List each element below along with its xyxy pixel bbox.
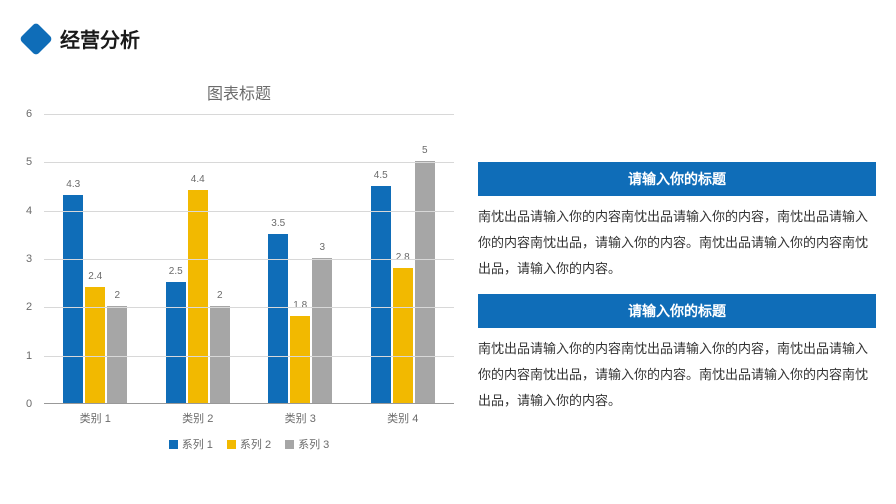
content-block-title: 请输入你的标题 [478, 294, 876, 328]
y-tick-label: 5 [26, 156, 32, 168]
chart-container: 图表标题 4.32.422.54.423.51.834.52.85 012345… [24, 80, 454, 480]
legend-swatch [285, 440, 294, 449]
bar: 2.8 [393, 268, 413, 403]
x-tick-label: 类别 4 [368, 410, 438, 426]
gridline [44, 211, 454, 212]
legend-item: 系列 2 [227, 436, 271, 452]
legend-swatch [227, 440, 236, 449]
bar-value-label: 3 [319, 242, 325, 253]
legend-label: 系列 2 [240, 436, 271, 452]
bar-value-label: 3.5 [271, 218, 285, 229]
y-tick-label: 4 [26, 205, 32, 217]
content-area: 请输入你的标题南忱出品请输入你的内容南忱出品请输入你的内容，南忱出品请输入你的内… [478, 162, 876, 426]
bar-value-label: 2.4 [88, 271, 102, 282]
bar-value-label: 2 [114, 290, 120, 301]
y-tick-label: 2 [26, 301, 32, 313]
gridline [44, 259, 454, 260]
content-block: 请输入你的标题南忱出品请输入你的内容南忱出品请输入你的内容，南忱出品请输入你的内… [478, 294, 876, 414]
legend-item: 系列 3 [285, 436, 329, 452]
gridline [44, 162, 454, 163]
bar: 2.4 [85, 287, 105, 403]
chart-title: 图表标题 [24, 80, 454, 104]
bar-group: 2.54.42 [166, 190, 230, 403]
bar: 2.5 [166, 282, 186, 403]
content-block-title: 请输入你的标题 [478, 162, 876, 196]
diamond-icon [19, 22, 53, 56]
page-header: 经营分析 [24, 24, 140, 53]
legend-label: 系列 1 [182, 436, 213, 452]
chart-plot: 4.32.422.54.423.51.834.52.85 0123456 [44, 114, 454, 404]
bar: 4.4 [188, 190, 208, 403]
content-block: 请输入你的标题南忱出品请输入你的内容南忱出品请输入你的内容，南忱出品请输入你的内… [478, 162, 876, 282]
bar-value-label: 4.3 [66, 179, 80, 190]
y-tick-label: 0 [26, 398, 32, 410]
bar: 4.3 [63, 195, 83, 403]
x-tick-label: 类别 3 [265, 410, 335, 426]
bar-value-label: 5 [422, 145, 428, 156]
y-tick-label: 1 [26, 350, 32, 362]
bar: 4.5 [371, 186, 391, 404]
bar: 3 [312, 258, 332, 403]
legend-item: 系列 1 [169, 436, 213, 452]
x-tick-label: 类别 1 [60, 410, 130, 426]
content-block-body: 南忱出品请输入你的内容南忱出品请输入你的内容，南忱出品请输入你的内容南忱出品，请… [478, 196, 876, 282]
page-title: 经营分析 [60, 24, 140, 53]
bar: 1.8 [290, 316, 310, 403]
y-tick-label: 6 [26, 108, 32, 120]
y-tick-label: 3 [26, 253, 32, 265]
x-tick-label: 类别 2 [163, 410, 233, 426]
bar-value-label: 2.8 [396, 252, 410, 263]
bar-group: 4.52.85 [371, 161, 435, 403]
legend-swatch [169, 440, 178, 449]
gridline [44, 307, 454, 308]
bar-group: 4.32.42 [63, 195, 127, 403]
legend: 系列 1 系列 2 系列 3 [44, 436, 454, 452]
legend-label: 系列 3 [298, 436, 329, 452]
bar-value-label: 4.5 [374, 170, 388, 181]
x-axis: 类别 1 类别 2 类别 3 类别 4 [44, 404, 454, 426]
bar-value-label: 2 [217, 290, 223, 301]
gridline [44, 356, 454, 357]
gridline [44, 114, 454, 115]
bar: 5 [415, 161, 435, 403]
content-block-body: 南忱出品请输入你的内容南忱出品请输入你的内容，南忱出品请输入你的内容南忱出品，请… [478, 328, 876, 414]
bar-value-label: 4.4 [191, 174, 205, 185]
bar-value-label: 1.8 [293, 300, 307, 311]
bar-value-label: 2.5 [169, 266, 183, 277]
